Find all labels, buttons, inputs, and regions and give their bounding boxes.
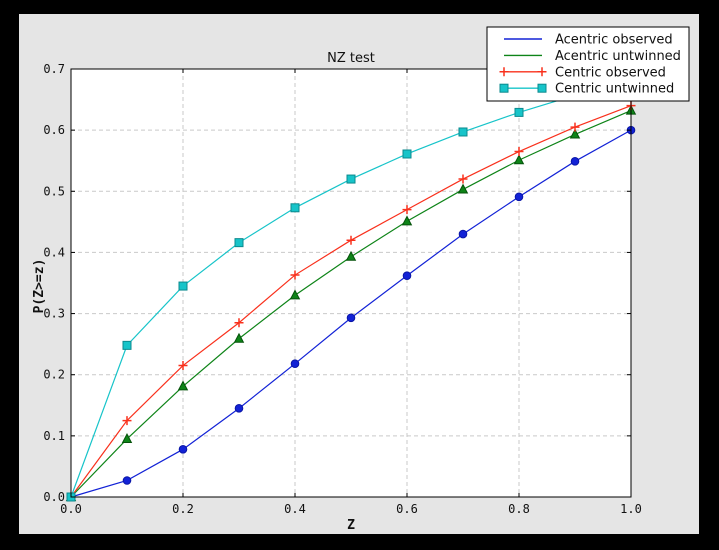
data-point-plus: [234, 318, 244, 328]
data-point-plus: [537, 67, 547, 77]
data-point-triangle: [345, 250, 357, 261]
data-point-plus: [178, 361, 188, 371]
data-point-circle: [514, 192, 524, 202]
data-point-square: [290, 203, 300, 213]
data-point-circle: [402, 271, 412, 280]
data-point-triangle: [289, 289, 301, 300]
x-tick-label: 0.2: [172, 502, 194, 516]
data-point-circle: [570, 157, 580, 166]
data-point-triangle: [177, 380, 189, 391]
data-point-plus: [458, 174, 468, 184]
data-point-circle: [234, 404, 244, 413]
data-point-plus: [514, 147, 524, 157]
data-point-circle: [346, 313, 356, 323]
data-point-square: [514, 107, 524, 117]
x-axis-label: Z: [347, 518, 355, 533]
data-point-square: [178, 281, 188, 291]
legend-entry-label: Centric untwinned: [555, 82, 674, 97]
data-point-triangle: [233, 332, 245, 343]
data-point-square: [234, 238, 244, 248]
data-point-square: [346, 174, 356, 184]
data-point-plus: [402, 205, 412, 215]
chart-title: NZ test: [327, 51, 375, 66]
x-tick-label: 0.0: [60, 502, 82, 516]
x-tick-label: 0.4: [284, 502, 306, 516]
legend-entry-label: Centric observed: [555, 65, 666, 80]
nz-test-chart: 0.0 0.2 0.4 0.6 0.8 1.0 0.0 0.1 0.2 0.3 0.4 0.5 0.6 0…: [32, 26, 690, 533]
data-point-plus: [570, 122, 580, 132]
data-point-square: [458, 127, 468, 137]
data-point-triangle: [513, 154, 525, 165]
data-point-square: [537, 83, 547, 93]
y-tick-label: 0.0: [43, 490, 65, 504]
y-tick-label: 0.3: [43, 307, 65, 321]
y-tick-label: 0.7: [43, 62, 65, 76]
chart-layers: 0.0 0.2 0.4 0.6 0.8 1.0 0.0 0.1 0.2 0.3 0.4 0.5 0.6 0…: [43, 62, 642, 516]
legend-entry-label: Acentric observed: [555, 33, 673, 48]
data-point-plus: [290, 270, 300, 280]
data-point-plus: [499, 67, 509, 77]
y-tick-label: 0.5: [43, 184, 65, 198]
data-point-square: [122, 340, 132, 350]
plot-border: [70, 68, 632, 498]
data-point-plus: [346, 235, 356, 245]
data-point-triangle: [401, 215, 413, 226]
data-point-square: [499, 83, 509, 93]
y-axis-label: P(Z>=z): [32, 259, 47, 314]
y-tick-label: 0.6: [43, 123, 65, 137]
y-tick-label: 0.4: [43, 245, 65, 259]
data-point-circle: [458, 229, 468, 239]
x-tick-label: 1.0: [620, 502, 642, 516]
x-tick-label: 0.8: [508, 502, 530, 516]
data-point-triangle: [457, 183, 469, 194]
data-point-triangle: [121, 433, 133, 444]
matplotlib-figure: 0.0 0.2 0.4 0.6 0.8 1.0 0.0 0.1 0.2 0.3 0.4 0.5 0.6 0…: [19, 14, 699, 534]
y-tick-label: 0.1: [43, 429, 65, 443]
plot-area: [71, 69, 631, 497]
data-point-circle: [122, 476, 132, 485]
data-point-circle: [178, 445, 188, 454]
data-point-triangle: [569, 128, 581, 139]
data-point-square: [402, 149, 412, 159]
legend-entry-label: Acentric untwinned: [555, 49, 681, 64]
x-tick-label: 0.6: [396, 502, 418, 516]
data-point-plus: [122, 416, 132, 426]
y-tick-label: 0.2: [43, 368, 65, 382]
series-markers-acentric-untwinned: [65, 104, 637, 502]
data-point-circle: [290, 359, 300, 369]
